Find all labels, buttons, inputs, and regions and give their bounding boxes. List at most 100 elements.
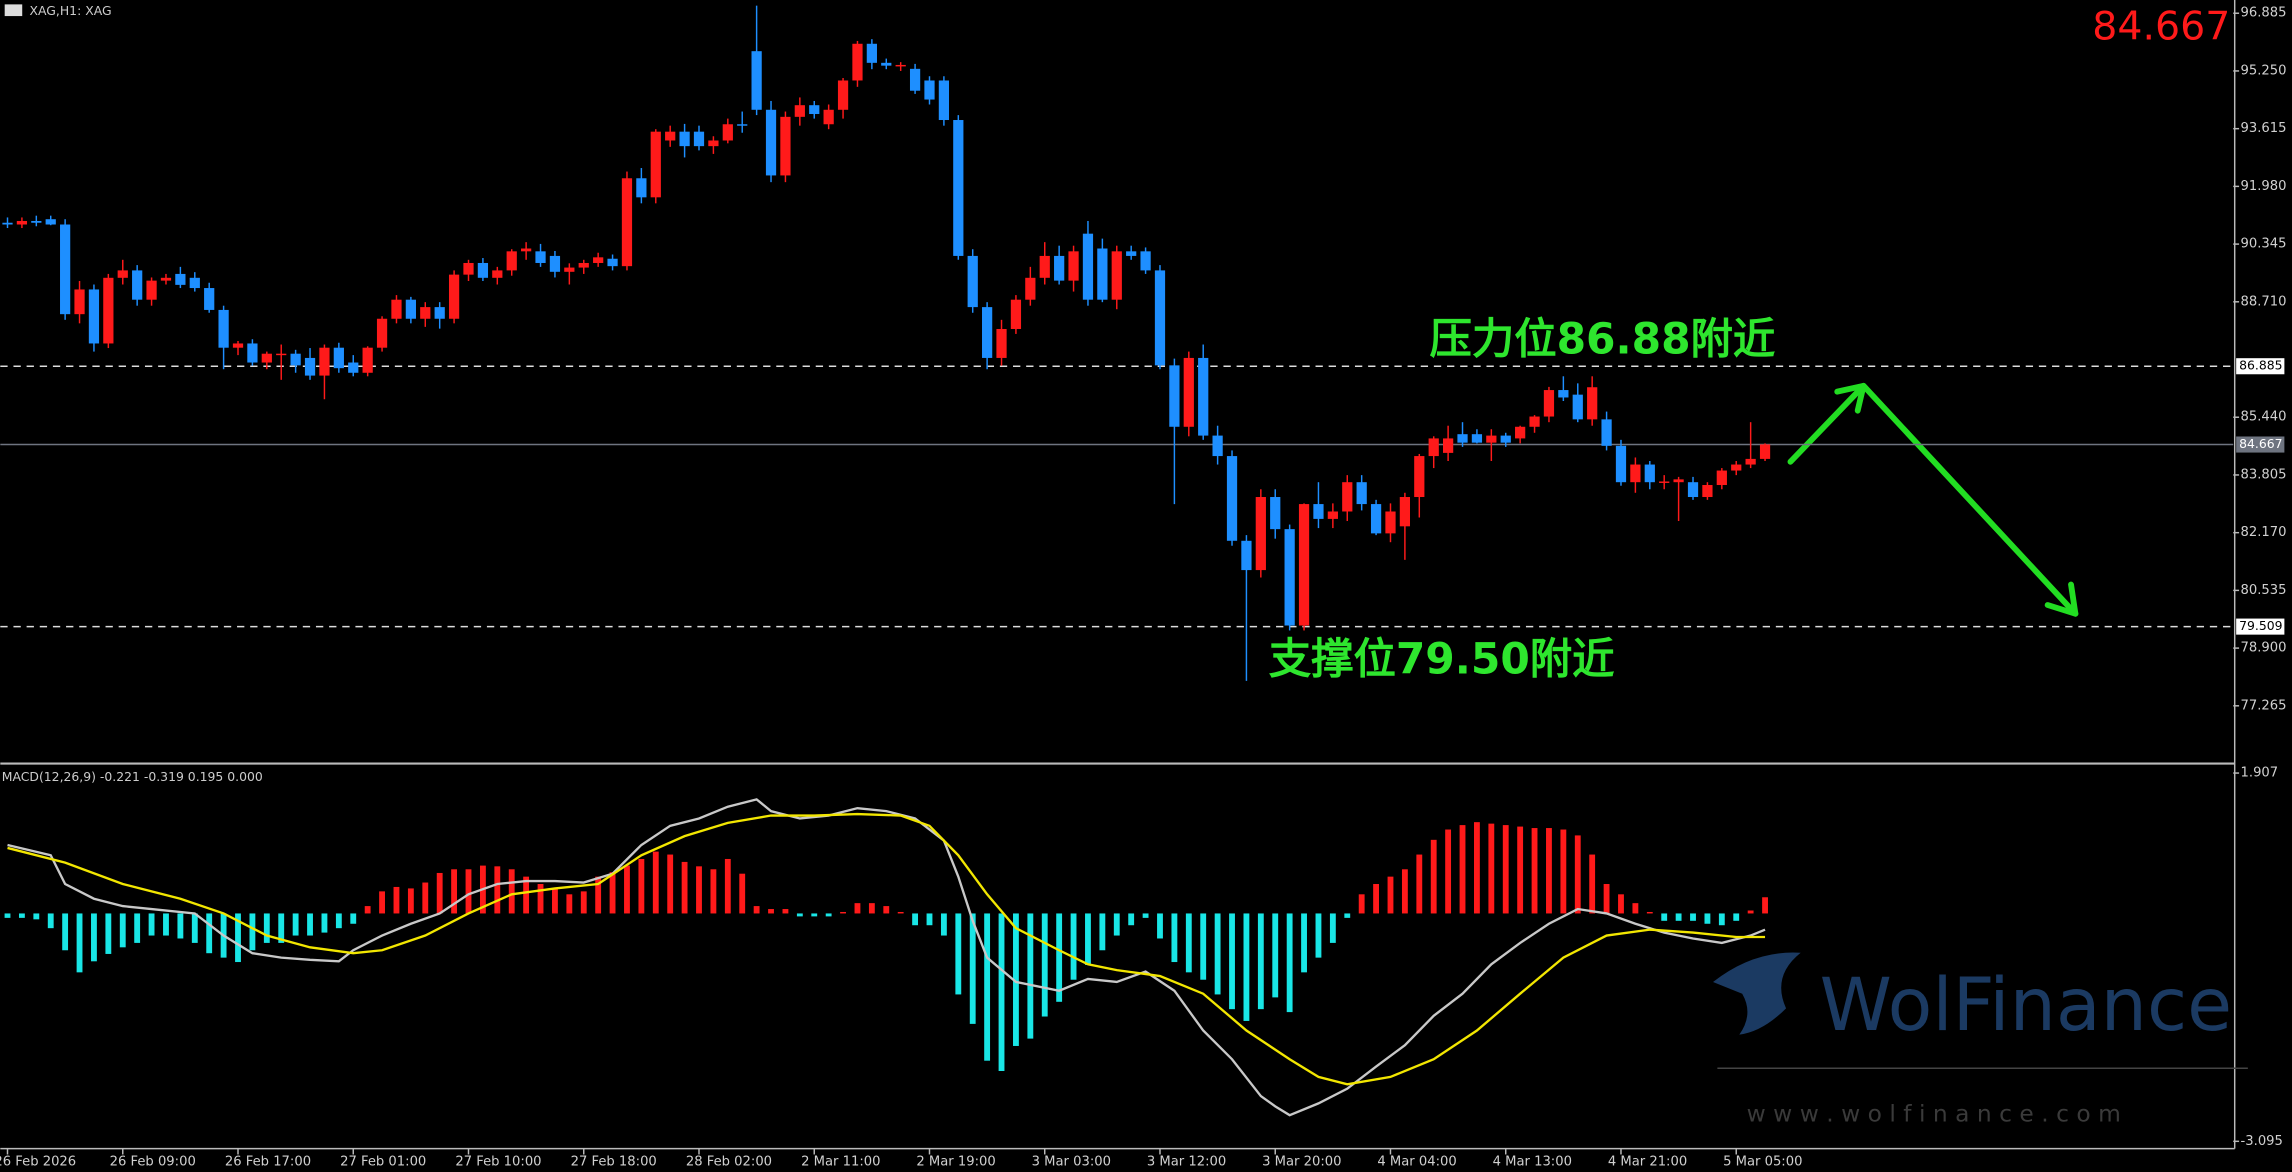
candle-body (1068, 251, 1079, 281)
histogram-bar (825, 913, 832, 917)
histogram-bar (422, 882, 429, 914)
histogram-bar (1099, 913, 1106, 951)
x-tick-label: 2 Mar 19:00 (916, 1154, 995, 1169)
histogram-bar (624, 865, 630, 914)
candle-body (362, 347, 373, 373)
macd-label: MACD(12,26,9) -0.221 -0.319 0.195 0.000 (2, 769, 263, 784)
histogram-bar (1459, 825, 1466, 914)
histogram-bar (998, 913, 1005, 1072)
y-tick-label: 82.170 (2241, 525, 2287, 540)
candle-body (895, 64, 906, 67)
histogram-bar (407, 888, 414, 914)
x-tick-label: 5 Mar 05:00 (1723, 1154, 1802, 1169)
histogram-bar (163, 913, 169, 936)
histogram-bar (638, 858, 645, 914)
candle-body (765, 109, 777, 176)
histogram-bar (1070, 913, 1077, 980)
histogram-bar (1690, 913, 1696, 921)
candle-body (996, 328, 1007, 358)
histogram-bar (1401, 869, 1408, 914)
candle-body (924, 80, 935, 100)
level-tag-label: 79.509 (2239, 618, 2283, 633)
candle-body (1255, 497, 1266, 571)
candle-body (2, 222, 13, 225)
histogram-bar (854, 903, 861, 914)
histogram-bar (1416, 854, 1423, 914)
y-tick-label: 91.980 (2241, 179, 2287, 194)
candle-body (593, 257, 604, 263)
candle-body (1298, 504, 1310, 626)
candle-body (1587, 387, 1598, 420)
histogram-bar (753, 906, 760, 914)
histogram-bar (782, 909, 789, 914)
candle-body (794, 105, 805, 117)
current-price-tag-label: 84.667 (2239, 436, 2282, 451)
candle-body (1673, 479, 1684, 483)
histogram-bar (148, 913, 155, 936)
candle-body (276, 353, 287, 356)
histogram-bar (811, 913, 818, 917)
candle-body (1356, 482, 1367, 505)
level-tag (2236, 618, 2285, 635)
histogram-bar (350, 913, 357, 924)
histogram-bar (1747, 910, 1754, 914)
candle-body (261, 353, 272, 363)
candle-body (823, 109, 834, 125)
candle-body (650, 131, 661, 198)
candle-body (549, 255, 561, 272)
histogram-bar (1646, 911, 1653, 914)
candle-body (1500, 435, 1511, 443)
histogram-bar (1502, 825, 1509, 914)
candle-body (506, 251, 517, 271)
x-tick-label: 27 Feb 18:00 (571, 1154, 657, 1169)
candle-body (1327, 511, 1338, 519)
symbol-label: XAG,H1: XAG (30, 3, 112, 18)
candle-body (160, 277, 172, 281)
level-tag-label: 86.885 (2239, 358, 2282, 373)
candle-body (448, 274, 460, 319)
candle-body (420, 307, 431, 319)
candle-body (1457, 434, 1468, 443)
histogram-bar (768, 909, 774, 914)
x-tick-label: 27 Feb 01:00 (340, 1154, 426, 1169)
histogram-bar (1632, 903, 1639, 914)
candle-body (708, 140, 719, 147)
histogram-bar (1257, 913, 1264, 1010)
histogram-bar (1128, 913, 1135, 926)
histogram-bar (307, 913, 313, 936)
histogram-bar (292, 913, 299, 936)
histogram-bar (1430, 839, 1437, 914)
resistance-annotation: 压力位86.88附近 (1430, 314, 1776, 363)
histogram-bar (969, 913, 976, 1024)
candle-body (405, 299, 416, 319)
candle-body (866, 43, 877, 63)
x-tick-label: 4 Mar 13:00 (1493, 1154, 1572, 1169)
histogram-bar (249, 913, 256, 951)
arrow-head-down (2044, 581, 2079, 617)
candle-body (290, 353, 301, 366)
candle-body (117, 270, 128, 278)
x-tick-label: 3 Mar 20:00 (1262, 1154, 1341, 1169)
histogram-bar (1560, 829, 1567, 914)
candle-body (1615, 445, 1627, 483)
candle-body (607, 258, 618, 267)
candle-body (1342, 482, 1353, 512)
candle-body (967, 255, 978, 308)
candle-body (391, 299, 402, 319)
candle-body (247, 343, 258, 363)
y-tick-label: 78.900 (2241, 641, 2287, 656)
histogram-bar (47, 913, 54, 929)
candle-body (578, 262, 589, 268)
candle-body (780, 116, 791, 176)
x-tick-label: 3 Mar 03:00 (1032, 1154, 1111, 1169)
candle-body (1010, 299, 1022, 329)
histogram-bar (1373, 884, 1380, 914)
histogram-bar (33, 913, 40, 920)
y-tick-label: 95.250 (2241, 63, 2287, 78)
histogram-bar (508, 869, 515, 914)
candle-body (1486, 435, 1497, 443)
candle-body (103, 277, 114, 344)
candle-body (232, 343, 244, 348)
